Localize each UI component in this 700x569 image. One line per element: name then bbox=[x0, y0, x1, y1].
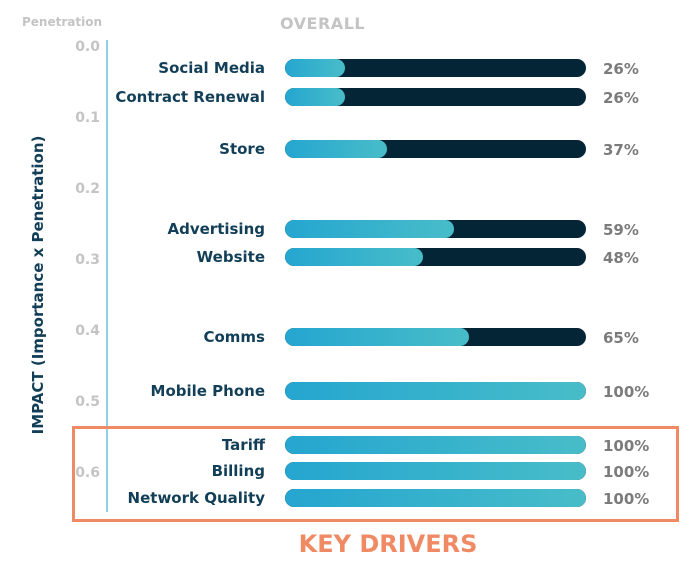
bar-value-label: 37% bbox=[603, 141, 639, 160]
bar-fill bbox=[285, 461, 586, 480]
bar-track bbox=[285, 219, 586, 238]
bar-fill bbox=[285, 248, 424, 267]
bar-label: Advertising bbox=[167, 219, 266, 238]
bar-fill bbox=[285, 87, 346, 106]
bar-fill bbox=[285, 219, 454, 238]
bar-track bbox=[285, 59, 586, 78]
key-drivers-box bbox=[72, 426, 679, 522]
bar-track bbox=[285, 435, 586, 454]
bar-value-label: 59% bbox=[603, 220, 639, 239]
bar-value-label: 100% bbox=[603, 383, 650, 402]
y-tick-label: 0.0 bbox=[75, 39, 100, 55]
y-tick-label: 0.5 bbox=[75, 394, 100, 410]
y-tick-label: 0.4 bbox=[75, 323, 100, 339]
y-tick-label: 0.2 bbox=[75, 181, 100, 197]
bar-label: Comms bbox=[203, 327, 265, 346]
bar-value-label: 100% bbox=[603, 462, 650, 481]
bar-fill bbox=[285, 488, 586, 507]
bar-label: Tariff bbox=[221, 435, 265, 454]
bar-track bbox=[285, 140, 586, 159]
bar-track bbox=[285, 488, 586, 507]
y-axis-line bbox=[106, 40, 108, 512]
bar-value-label: 100% bbox=[603, 489, 650, 508]
key-drivers-label: KEY DRIVERS bbox=[298, 530, 478, 558]
bar-value-label: 65% bbox=[603, 328, 639, 347]
bar-label: Social Media bbox=[158, 59, 265, 78]
bar-label: Mobile Phone bbox=[150, 382, 265, 401]
bar-label: Network Quality bbox=[127, 488, 265, 507]
bar-track bbox=[285, 382, 586, 401]
bar-label: Website bbox=[196, 248, 265, 267]
bar-fill bbox=[285, 435, 586, 454]
bar-track bbox=[285, 248, 586, 267]
y-axis-label: IMPACT (Importance x Penetration) bbox=[29, 135, 47, 435]
y-tick-label: 0.3 bbox=[75, 252, 100, 268]
bar-value-label: 48% bbox=[603, 249, 639, 268]
bar-label: Billing bbox=[211, 461, 265, 480]
bar-fill bbox=[285, 382, 586, 401]
bar-label: Store bbox=[219, 140, 265, 159]
bar-value-label: 26% bbox=[603, 60, 639, 79]
bar-value-label: 26% bbox=[603, 88, 639, 107]
y-tick-label: 0.1 bbox=[75, 110, 100, 126]
y-tick-label: 0.6 bbox=[75, 465, 100, 481]
bar-track bbox=[285, 461, 586, 480]
penetration-label: Penetration bbox=[22, 15, 103, 29]
chart-title: OVERALL bbox=[280, 14, 366, 33]
bar-value-label: 100% bbox=[603, 436, 650, 455]
bar-track bbox=[285, 87, 586, 106]
bar-fill bbox=[285, 327, 469, 346]
bar-label: Contract Renewal bbox=[115, 87, 265, 106]
bar-track bbox=[285, 327, 586, 346]
bar-fill bbox=[285, 140, 388, 159]
bar-fill bbox=[285, 59, 346, 78]
